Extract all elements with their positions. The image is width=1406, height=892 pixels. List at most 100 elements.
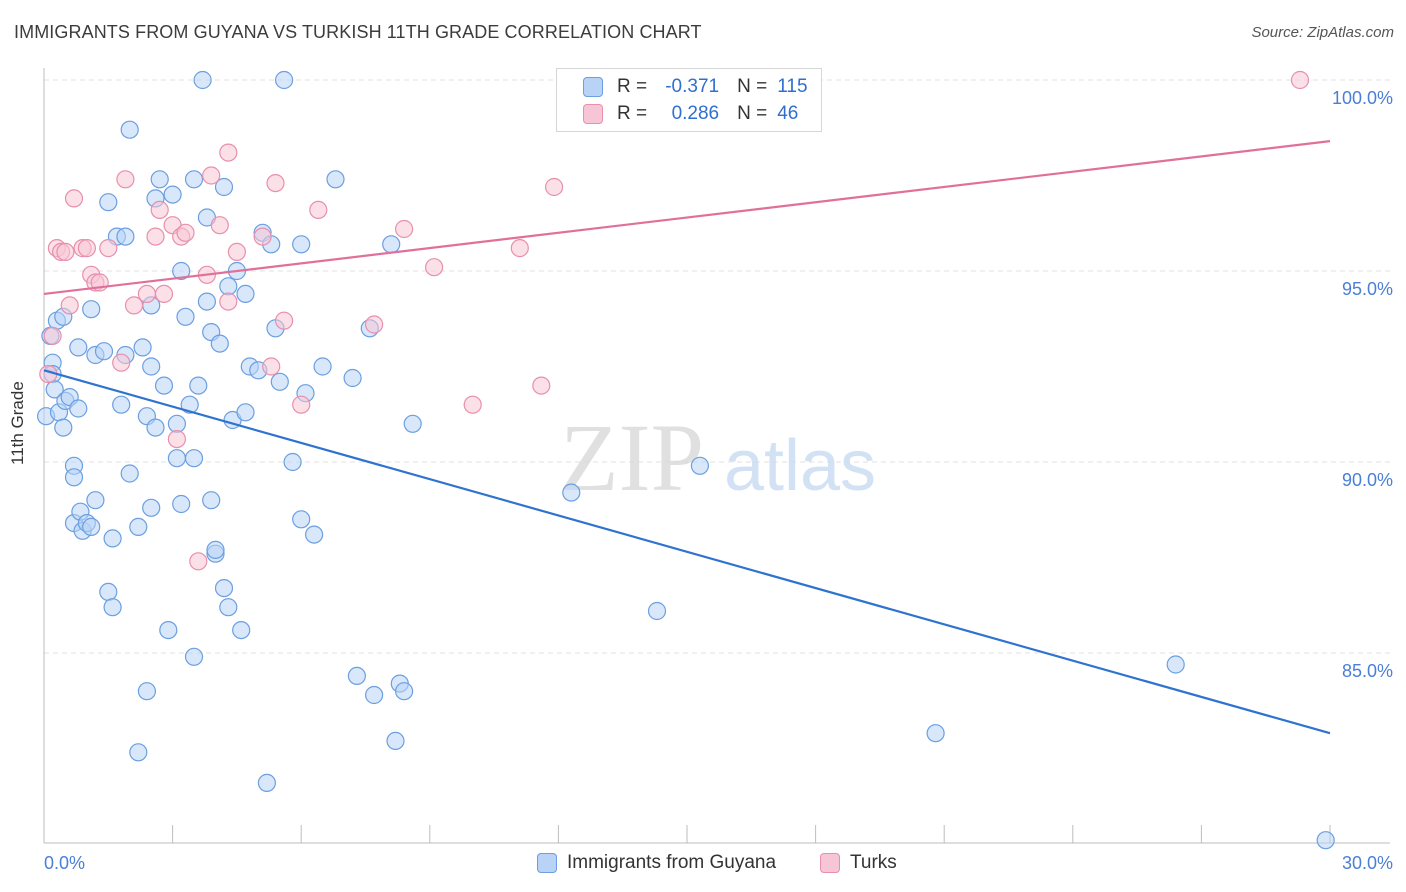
legend-swatch-blue (537, 853, 557, 873)
guyana-point (129, 517, 148, 537)
guyana-point (86, 491, 105, 510)
turks-point (150, 200, 169, 219)
guyana-point (99, 582, 118, 602)
guyana-point (347, 666, 366, 686)
turks-point (532, 376, 551, 395)
turks-point (292, 395, 311, 414)
turks-point (154, 284, 174, 303)
guyana-point (926, 724, 945, 743)
turks-point (365, 315, 384, 334)
guyana-point (137, 682, 156, 701)
x-tick-label: 0.0% (44, 853, 85, 873)
guyana-point (133, 338, 152, 357)
guyana-point (647, 601, 667, 621)
turks-point (146, 227, 165, 246)
turks-point (266, 174, 285, 193)
legend-row-guyana: R = -0.371 N = 115 (583, 73, 808, 101)
guyana-point (103, 598, 122, 617)
trend-line-guyana (43, 369, 1331, 735)
legend-r-label: R = (617, 103, 648, 124)
turks-point (56, 242, 75, 261)
legend-n-value: 46 (777, 103, 799, 124)
legend-item-turks[interactable]: Turks (820, 852, 897, 874)
guyana-point (120, 120, 139, 139)
guyana-point (343, 368, 362, 388)
turks-point (210, 216, 229, 235)
guyana-point (172, 261, 191, 281)
guyana-point (232, 620, 251, 640)
turks-point (64, 189, 84, 208)
guyana-point (1316, 831, 1335, 850)
legend-item-guyana[interactable]: Immigrants from Guyana (537, 852, 776, 874)
correlation-legend: R = -0.371 N = 115 R = 0.286 N = 46 (556, 68, 822, 132)
watermark-atlas: atlas (724, 426, 876, 506)
guyana-point (283, 452, 302, 472)
trend-line-turks (43, 140, 1331, 296)
turks-point (425, 258, 444, 277)
guyana-point (236, 403, 255, 422)
turks-point (219, 292, 238, 311)
guyana-point (184, 449, 204, 468)
guyana-point (172, 494, 191, 514)
guyana-point (326, 170, 345, 189)
guyana-point (386, 731, 405, 751)
guyana-point (210, 334, 229, 353)
guyana-point (150, 170, 169, 189)
legend-n-label: N = (737, 76, 768, 97)
turks-point (463, 395, 482, 414)
guyana-point (64, 468, 84, 487)
guyana-point (146, 418, 165, 437)
legend-label-turks: Turks (850, 852, 897, 873)
turks-point (253, 227, 272, 246)
guyana-point (382, 235, 401, 254)
legend-swatch-pink (820, 853, 840, 873)
turks-point (189, 552, 208, 571)
legend-swatch-pink (583, 104, 603, 124)
turks-point (167, 430, 186, 449)
turks-point (60, 296, 79, 315)
turks-point (124, 296, 144, 315)
guyana-point (214, 177, 234, 197)
guyana-point (142, 498, 161, 517)
guyana-point (45, 380, 64, 399)
legend-swatch-blue (583, 77, 603, 97)
guyana-point (313, 357, 332, 376)
guyana-point (180, 395, 199, 414)
guyana-point (82, 300, 101, 319)
guyana-point (219, 277, 238, 296)
guyana-point (690, 456, 710, 475)
turks-point (544, 177, 564, 197)
x-tick-label: 30.0% (1342, 853, 1393, 873)
guyana-point (54, 418, 73, 437)
series-guyana-points (36, 70, 1335, 850)
guyana-point (163, 185, 182, 204)
guyana-point (184, 170, 204, 189)
guyana-point (202, 491, 221, 510)
turks-point (510, 239, 529, 258)
guyana-point (403, 414, 422, 433)
guyana-point (94, 342, 114, 361)
y-tick-label: 95.0% (1342, 279, 1393, 299)
legend-r-value: 0.286 (671, 103, 720, 124)
legend-n-label: N = (737, 103, 768, 124)
turks-point (137, 284, 156, 303)
y-tick-label: 90.0% (1342, 470, 1393, 490)
turks-point (77, 239, 97, 258)
turks-point (43, 326, 62, 345)
guyana-point (193, 70, 212, 90)
guyana-point (112, 395, 131, 414)
guyana-point (395, 682, 414, 701)
guyana-point (154, 376, 174, 395)
guyana-point (197, 292, 216, 311)
guyana-point (214, 578, 234, 598)
guyana-point (292, 235, 311, 254)
legend-r-label: R = (617, 76, 648, 97)
guyana-point (562, 483, 581, 502)
turks-point (275, 311, 294, 330)
watermark-zip: ZIP (560, 404, 704, 511)
guyana-point (275, 70, 294, 90)
trend-lines (43, 140, 1331, 735)
chart-title: IMMIGRANTS FROM GUYANA VS TURKISH 11TH G… (14, 22, 702, 42)
guyana-point (142, 357, 161, 376)
